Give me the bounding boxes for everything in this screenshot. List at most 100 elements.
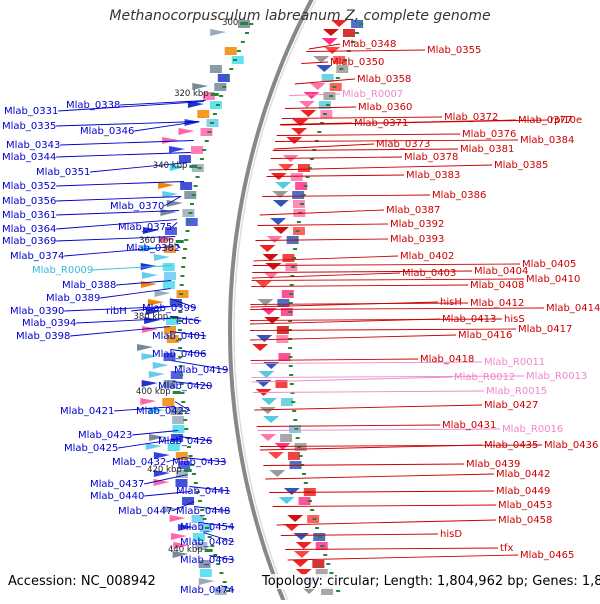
gene-label-left[interactable]: Mlab_0331 <box>4 106 58 117</box>
gene-label-right[interactable]: Mlab_0383 <box>406 170 460 181</box>
gene-label-left[interactable]: Mlab_0351 <box>36 167 90 178</box>
gene-label-right[interactable]: Mlab_0393 <box>390 234 444 245</box>
gene-label-left[interactable]: Mlab_0374 <box>10 251 64 262</box>
gene-label-left[interactable]: Mlab_0344 <box>2 152 56 163</box>
gene-label-right[interactable]: Mlab_0358 <box>357 74 411 85</box>
gene-label-right[interactable]: Mlab_0385 <box>494 160 548 171</box>
gene-label-right[interactable]: Mlab_0465 <box>520 550 574 561</box>
gene-label-right[interactable]: Mlab_0435 <box>484 440 538 451</box>
gene-label-right[interactable]: Mlab_R0012 <box>454 372 515 383</box>
gene-label-left[interactable]: Mlab_0433 <box>172 457 226 468</box>
gene-label-left[interactable]: Mlab_0462 <box>180 537 234 548</box>
gene-label-right[interactable]: Mlab_0436 <box>544 440 598 451</box>
gene-label-right[interactable]: Mlab_0373 <box>376 139 430 150</box>
gene-label-right[interactable]: Mlab_0449 <box>496 486 550 497</box>
gene-label-right[interactable]: Mlab_0453 <box>498 500 552 511</box>
gene-label-right[interactable]: Mlab_0350 <box>330 57 384 68</box>
gene-label-right[interactable]: hisH <box>440 297 462 308</box>
gene-label-right[interactable]: Mlab_0439 <box>466 459 520 470</box>
tick-dash-left <box>181 266 186 268</box>
gene-label-right[interactable]: Mlab_0371 <box>354 118 408 129</box>
gene-label-right[interactable]: rpl10e <box>550 115 582 126</box>
gene-label-left[interactable]: Mlab_0335 <box>2 121 56 132</box>
gene-label-left[interactable]: Mlab_0401 <box>152 331 206 342</box>
gene-label-left[interactable]: Mlab_0474 <box>180 585 234 596</box>
gene-label-left[interactable]: Mlab_0361 <box>2 210 56 221</box>
gene-label-left[interactable]: Mlab_0432 <box>112 457 166 468</box>
gene-label-right[interactable]: Mlab_0408 <box>470 280 524 291</box>
gene-label-left[interactable]: Mlab_0425 <box>64 443 118 454</box>
gene-label-right[interactable]: Mlab_0427 <box>484 400 538 411</box>
gene-label-left[interactable]: Mlab_0454 <box>180 522 234 533</box>
gene-label-right[interactable]: Mlab_0381 <box>460 144 514 155</box>
gene-label-right[interactable]: hisS <box>504 314 525 325</box>
gene-label-left[interactable]: Mlab_0390 <box>10 306 64 317</box>
gene-label-right[interactable]: Mlab_0414 <box>546 303 600 314</box>
gene-label-right[interactable]: Mlab_0418 <box>420 354 474 365</box>
gene-label-right[interactable]: Mlab_0458 <box>498 515 552 526</box>
gene-label-right[interactable]: Mlab_0378 <box>404 152 458 163</box>
gene-label-left[interactable]: Mlab_0394 <box>22 318 76 329</box>
gene-label-left[interactable]: Mlab_R0009 <box>32 265 93 276</box>
gene-label-left[interactable]: Mlab_0463 <box>180 555 234 566</box>
gene-label-right[interactable]: Mlab_0405 <box>522 259 576 270</box>
gene-label-left[interactable]: Mlab_0389 <box>46 293 100 304</box>
gene-label-left[interactable]: Mlab_0423 <box>78 430 132 441</box>
gene-label-left[interactable]: Mlab_0448 <box>176 506 230 517</box>
gene-label-left[interactable]: Mlab_0399 <box>142 303 196 314</box>
gene-label-right[interactable]: Mlab_0417 <box>518 324 572 335</box>
gene-label-right[interactable]: Mlab_0387 <box>386 205 440 216</box>
gene-label-right[interactable]: Mlab_0442 <box>496 469 550 480</box>
gene-label-right[interactable]: Mlab_R0015 <box>486 386 547 397</box>
gene-label-left[interactable]: Mlab_0375 <box>118 222 172 233</box>
gene-label-left[interactable]: Mlab_0346 <box>80 126 134 137</box>
gene-label-left[interactable]: Mlab_0338 <box>66 100 120 111</box>
gene-label-right[interactable]: Mlab_0416 <box>458 330 512 341</box>
gene-label-right[interactable]: Mlab_0410 <box>526 274 580 285</box>
gene-feature-right <box>258 371 275 378</box>
gene-label-right[interactable]: Mlab_R0013 <box>526 371 587 382</box>
gene-label-left[interactable]: Mlab_0441 <box>176 486 230 497</box>
gene-label-left[interactable]: Mlab_0352 <box>2 181 56 192</box>
gene-label-right[interactable]: Mlab_R0016 <box>502 424 563 435</box>
gene-label-right[interactable]: Mlab_0392 <box>390 219 444 230</box>
gene-label-right[interactable]: Mlab_0348 <box>342 39 396 50</box>
gene-label-left[interactable]: cdc6 <box>176 316 200 327</box>
gene-label-left[interactable]: Mlab_0356 <box>2 196 56 207</box>
gene-label-right[interactable]: Mlab_0412 <box>470 298 524 309</box>
gene-label-left[interactable]: Mlab_0364 <box>2 224 56 235</box>
gene-label-right[interactable]: Mlab_0355 <box>427 45 481 56</box>
gene-label-left[interactable]: Mlab_0437 <box>90 479 144 490</box>
gene-label-right[interactable]: Mlab_0377 <box>518 115 572 126</box>
gene-label-left[interactable]: Mlab_0369 <box>2 236 56 247</box>
gene-label-right[interactable]: Mlab_0404 <box>474 266 528 277</box>
gene-label-left[interactable]: Mlab_0440 <box>90 491 144 502</box>
gene-label-right[interactable]: Mlab_0402 <box>400 251 454 262</box>
gene-label-right[interactable]: Mlab_R0007 <box>342 89 403 100</box>
gene-label-left[interactable]: Mlab_0421 <box>60 406 114 417</box>
gene-label-right[interactable]: Mlab_0372 <box>444 112 498 123</box>
gene-label-left[interactable]: Mlab_0426 <box>158 436 212 447</box>
gene-label-left[interactable]: Mlab_0382 <box>126 243 180 254</box>
gene-label-right[interactable]: Mlab_0431 <box>442 420 496 431</box>
gene-label-left[interactable]: Mlab_0370 <box>110 201 164 212</box>
gene-label-left[interactable]: ribH <box>106 306 127 317</box>
gene-label-right[interactable]: Mlab_0376 <box>462 129 516 140</box>
gene-label-left[interactable]: Mlab_0447 <box>118 506 172 517</box>
gene-label-right[interactable]: Mlab_0403 <box>402 268 456 279</box>
gene-label-right[interactable]: Mlab_0360 <box>358 102 412 113</box>
gene-label-right[interactable]: Mlab_0386 <box>432 190 486 201</box>
gene-label-left[interactable]: Mlab_0420 <box>158 381 212 392</box>
gene-connector-line <box>257 223 389 226</box>
gene-label-right[interactable]: tfx <box>500 543 513 554</box>
gene-label-left[interactable]: Mlab_0419 <box>174 365 228 376</box>
gene-label-right[interactable]: hisD <box>440 529 462 540</box>
gene-label-left[interactable]: Mlab_0343 <box>6 140 60 151</box>
gene-label-right[interactable]: Mlab_0384 <box>520 135 574 146</box>
gene-label-left[interactable]: Mlab_0398 <box>16 331 70 342</box>
gene-label-right[interactable]: Mlab_R0011 <box>484 357 545 368</box>
gene-label-left[interactable]: Mlab_0422 <box>136 406 190 417</box>
gene-label-left[interactable]: Mlab_0388 <box>62 280 116 291</box>
gene-label-right[interactable]: Mlab_0413 <box>442 314 496 325</box>
gene-label-left[interactable]: Mlab_0406 <box>152 349 206 360</box>
